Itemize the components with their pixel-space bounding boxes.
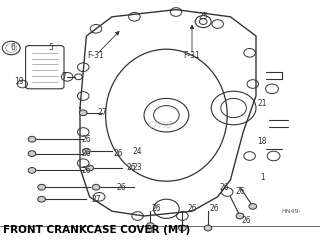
Text: 6: 6 [10, 43, 15, 53]
Text: 25: 25 [198, 12, 208, 21]
Text: 26: 26 [242, 216, 251, 225]
Text: 21: 21 [258, 99, 267, 108]
Text: 5: 5 [49, 43, 54, 53]
Text: 26: 26 [117, 183, 126, 192]
Circle shape [38, 196, 45, 202]
Circle shape [38, 184, 45, 190]
Text: 1: 1 [260, 173, 265, 182]
Circle shape [147, 223, 154, 228]
Circle shape [204, 225, 212, 231]
Text: F-31: F-31 [184, 51, 200, 60]
Circle shape [179, 225, 186, 231]
Circle shape [249, 204, 257, 209]
Text: 18: 18 [258, 137, 267, 146]
Circle shape [86, 165, 93, 171]
Circle shape [79, 110, 87, 116]
Circle shape [28, 168, 36, 173]
Text: 26: 26 [219, 183, 229, 192]
FancyBboxPatch shape [26, 46, 64, 89]
Text: 26: 26 [114, 149, 123, 158]
Text: 26: 26 [126, 163, 136, 173]
Text: 27: 27 [98, 108, 107, 117]
Circle shape [83, 148, 90, 154]
Text: 26: 26 [210, 204, 219, 213]
Text: 26: 26 [152, 204, 162, 213]
Circle shape [92, 184, 100, 190]
Text: 26: 26 [187, 204, 197, 213]
Text: 27: 27 [91, 195, 101, 204]
Text: FRONT CRANKCASE COVER (MT): FRONT CRANKCASE COVER (MT) [3, 225, 190, 235]
Text: 26: 26 [82, 135, 91, 144]
Text: 24: 24 [133, 147, 142, 156]
Text: cms: cms [147, 118, 173, 131]
Text: F-31: F-31 [88, 51, 104, 60]
Text: 26: 26 [82, 149, 91, 158]
Text: 26: 26 [235, 187, 245, 197]
Text: 7: 7 [61, 72, 67, 81]
Circle shape [236, 213, 244, 219]
Text: 19: 19 [14, 77, 24, 86]
Text: 23: 23 [133, 163, 142, 173]
Circle shape [28, 151, 36, 156]
Text: HN49-: HN49- [282, 209, 301, 214]
Text: 4: 4 [148, 226, 153, 235]
Text: 26: 26 [82, 166, 91, 175]
Circle shape [28, 136, 36, 142]
